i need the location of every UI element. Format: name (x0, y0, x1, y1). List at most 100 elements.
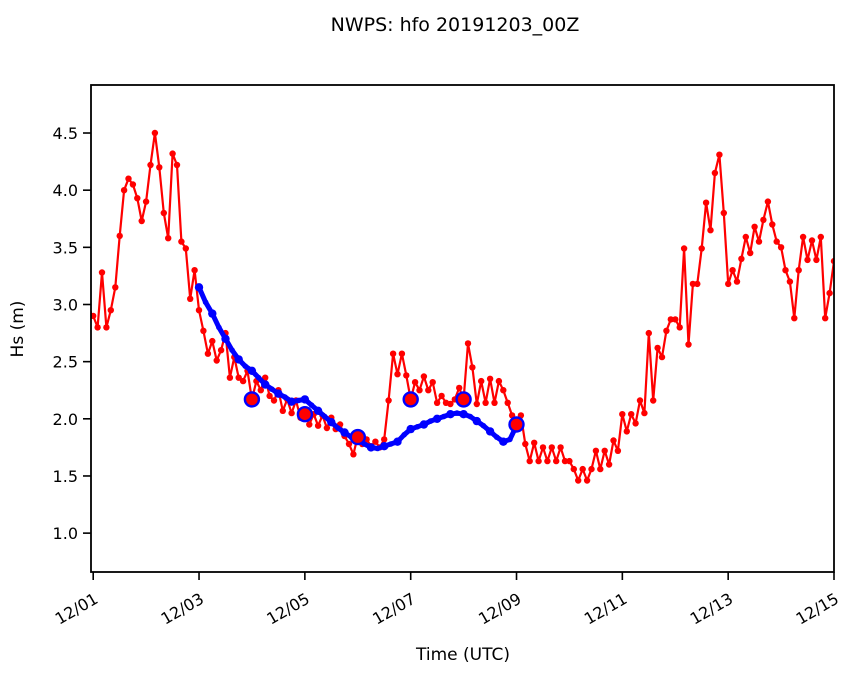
obs-point (702, 199, 710, 206)
obs-point (420, 373, 428, 380)
matched-point-marker (349, 428, 366, 446)
y-tick-label: 2.0 (53, 410, 78, 429)
obs-point (777, 244, 785, 251)
obs-point (389, 350, 397, 357)
obs-point (120, 187, 128, 194)
obs-point (658, 353, 666, 361)
obs-point (773, 238, 780, 245)
obs-point (720, 209, 727, 217)
matched-point-marker (455, 391, 472, 408)
obs-point (526, 457, 533, 465)
obs-point (544, 457, 551, 465)
model-point (406, 424, 415, 434)
x-tick-label: 12/05 (263, 589, 312, 629)
model-point (485, 427, 495, 436)
obs-point (187, 295, 194, 302)
model-point (282, 394, 288, 400)
obs-point (257, 387, 264, 394)
model-point (366, 443, 376, 452)
model-point (459, 410, 468, 419)
x-tick-label: 12/13 (687, 589, 736, 629)
model-point (295, 397, 302, 404)
model-point (269, 386, 275, 392)
obs-point (557, 444, 564, 451)
model-point (242, 363, 249, 370)
obs-point (729, 267, 736, 274)
obs-point (217, 347, 225, 354)
obs-point (138, 217, 145, 225)
obs-point (588, 465, 595, 473)
obs-point (381, 436, 388, 443)
obs-point (182, 245, 189, 252)
obs-point (495, 377, 503, 385)
x-tick-label: 12/11 (581, 589, 630, 629)
obs-point (760, 216, 767, 224)
obs-point (535, 457, 542, 465)
obs-point (733, 278, 741, 285)
obs-point (575, 477, 582, 484)
obs-point (641, 409, 648, 417)
model-point (441, 413, 447, 420)
model-point (194, 283, 204, 292)
model-point (202, 299, 209, 306)
model-point (216, 324, 222, 331)
obs-point (473, 400, 480, 408)
obs-point (178, 238, 185, 245)
x-tick-label: 12/15 (793, 589, 842, 629)
model-point (427, 418, 434, 424)
obs-point (817, 233, 824, 241)
model-point (208, 309, 217, 318)
obs-point (795, 267, 802, 274)
y-axis-label: Hs (m) (8, 301, 28, 358)
obs-point (478, 377, 485, 385)
obs-point (213, 357, 220, 364)
y-tick-label: 4.0 (53, 181, 78, 200)
x-tick-label: 12/03 (158, 589, 207, 629)
obs-point (107, 307, 115, 314)
obs-point (191, 267, 198, 274)
obs-point (482, 399, 489, 406)
model-point (493, 434, 500, 440)
obs-point (116, 232, 123, 240)
obs-line (91, 131, 834, 482)
obs-point (605, 461, 613, 468)
y-tick-label: 3.0 (53, 295, 78, 314)
y-tick-label: 1.5 (53, 467, 78, 486)
obs-point (597, 465, 604, 473)
obs-point (716, 151, 723, 158)
model-point (419, 420, 429, 429)
obs-point (169, 150, 176, 157)
matched-point-marker (243, 391, 261, 408)
obs-point (738, 255, 745, 262)
obs-point (698, 245, 705, 252)
obs-point (156, 164, 163, 171)
obs-point (614, 447, 622, 454)
obs-point (279, 407, 286, 414)
model-point (274, 389, 283, 398)
obs-point (799, 233, 807, 241)
obs-point (636, 397, 644, 404)
obs-point (98, 269, 106, 276)
obs-point (345, 440, 353, 448)
obs-point (270, 397, 278, 404)
obs-point (742, 233, 749, 241)
model-point (335, 425, 341, 431)
obs-point (711, 169, 719, 177)
obs-point (147, 161, 154, 169)
obs-point (425, 387, 432, 394)
matched-points-series (243, 391, 525, 446)
obs-point (822, 315, 829, 322)
model-point (321, 413, 328, 420)
obs-point (689, 280, 697, 288)
obs-point (447, 400, 454, 408)
obs-point (592, 447, 600, 454)
model-point (499, 437, 508, 446)
y-tick-label: 2.5 (53, 353, 78, 372)
model-point (401, 432, 407, 438)
obs-point (266, 392, 273, 400)
obs-point (403, 372, 410, 379)
obs-point (306, 421, 313, 428)
obs-point (764, 198, 772, 205)
obs-point (685, 341, 692, 348)
obs-point (165, 235, 172, 242)
